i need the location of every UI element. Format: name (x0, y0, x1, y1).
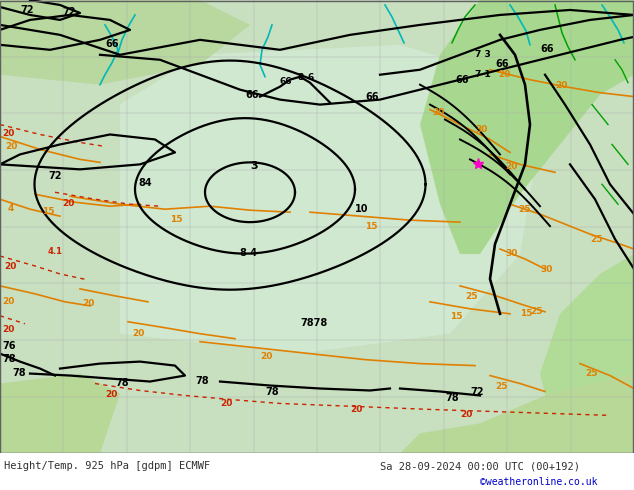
Text: 66: 66 (365, 92, 378, 101)
Text: 66: 66 (495, 59, 508, 69)
Text: 20: 20 (62, 199, 74, 208)
Text: 25: 25 (518, 205, 531, 214)
Text: 20: 20 (132, 329, 145, 338)
Text: 7 3: 7 3 (475, 50, 491, 59)
Text: 66: 66 (105, 39, 119, 49)
Text: 7878: 7878 (300, 318, 327, 328)
Polygon shape (420, 0, 634, 254)
Text: Height/Temp. 925 hPa [gdpm] ECMWF: Height/Temp. 925 hPa [gdpm] ECMWF (4, 461, 210, 471)
Text: 78: 78 (12, 368, 25, 378)
Polygon shape (0, 373, 120, 453)
Text: 15: 15 (450, 312, 462, 321)
Text: 72: 72 (48, 172, 61, 181)
Text: 20: 20 (82, 299, 94, 308)
Text: 20: 20 (105, 391, 117, 399)
Text: 25: 25 (590, 235, 602, 244)
Text: 8: 8 (297, 73, 303, 82)
Text: 20: 20 (220, 399, 233, 409)
Polygon shape (540, 254, 634, 453)
Text: 25: 25 (530, 307, 543, 316)
Text: 66: 66 (540, 44, 553, 54)
Text: 20: 20 (2, 129, 15, 139)
Text: ©weatheronline.co.uk: ©weatheronline.co.uk (480, 477, 597, 487)
Text: 4: 4 (8, 204, 15, 213)
Text: 20: 20 (350, 405, 363, 415)
Text: 4.1: 4.1 (48, 247, 63, 256)
Polygon shape (0, 0, 250, 85)
Polygon shape (120, 45, 540, 354)
Text: 30: 30 (540, 265, 552, 274)
Text: 78: 78 (195, 375, 209, 386)
Text: 78: 78 (115, 377, 129, 388)
Text: 7 1: 7 1 (475, 70, 491, 79)
Text: 6: 6 (307, 73, 313, 82)
Text: 20: 20 (555, 81, 567, 90)
Text: 72: 72 (20, 5, 34, 15)
Text: 84: 84 (138, 178, 152, 188)
Text: 25: 25 (465, 292, 477, 301)
Text: 8 4: 8 4 (240, 248, 257, 258)
Text: 15: 15 (520, 309, 533, 318)
Text: 78: 78 (445, 393, 458, 403)
Text: 20: 20 (5, 143, 17, 151)
Text: 20: 20 (2, 325, 15, 334)
Text: 78: 78 (2, 354, 16, 364)
Text: 20: 20 (498, 70, 510, 79)
Text: 66: 66 (245, 90, 259, 99)
Text: 25: 25 (495, 382, 507, 391)
Text: 20: 20 (2, 297, 15, 306)
Text: 10: 10 (355, 204, 368, 214)
Text: 20: 20 (460, 411, 472, 419)
Text: 15: 15 (170, 215, 183, 224)
Text: 78: 78 (265, 388, 278, 397)
Text: 3: 3 (250, 161, 257, 172)
Text: 20: 20 (260, 352, 273, 361)
Text: 30: 30 (505, 249, 517, 258)
Text: 72: 72 (62, 7, 75, 17)
Text: 15: 15 (42, 207, 55, 216)
Text: 25: 25 (585, 368, 597, 378)
Text: 72: 72 (470, 388, 484, 397)
Text: 66: 66 (279, 76, 292, 86)
Text: 20: 20 (505, 162, 517, 171)
Text: 20: 20 (4, 262, 16, 271)
Text: 66: 66 (455, 74, 469, 85)
Text: 15: 15 (365, 222, 377, 231)
Text: Sa 28-09-2024 00:00 UTC (00+192): Sa 28-09-2024 00:00 UTC (00+192) (380, 461, 580, 471)
Text: 30: 30 (475, 125, 488, 134)
Polygon shape (400, 373, 634, 453)
Text: 76: 76 (2, 341, 15, 351)
Text: 30: 30 (432, 108, 444, 117)
